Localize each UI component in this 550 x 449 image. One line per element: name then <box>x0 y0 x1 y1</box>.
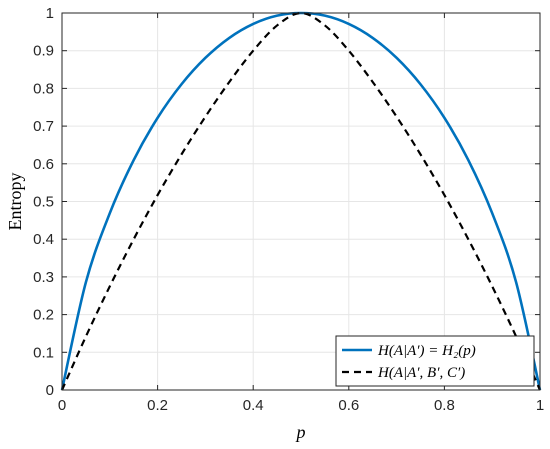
tick-marks <box>61 12 541 391</box>
y-tick-label: 0.5 <box>33 194 54 211</box>
x-tick-label: 0.4 <box>243 397 264 414</box>
y-axis-label: Entropy <box>5 173 25 231</box>
legend-label-0: H(A|A′) = H₂(p) <box>377 343 476 359</box>
x-tick-label: 1 <box>536 397 544 414</box>
legend-label-1: H(A|A′, B′, C′) <box>377 365 465 381</box>
x-tick-label: 0 <box>58 397 66 414</box>
series-line-1 <box>60 11 542 391</box>
x-tick-label: 0.8 <box>434 397 455 414</box>
y-tick-label: 0.6 <box>33 156 54 173</box>
x-axis-label: p <box>295 422 306 442</box>
y-tick-label: 0.1 <box>33 344 54 361</box>
legend: H(A|A′) = H₂(p) H(A|A′, B′, C′) <box>335 335 535 387</box>
y-tick-label: 0.9 <box>33 43 54 60</box>
y-tick-label: 0.4 <box>33 231 54 248</box>
x-tick-label: 0.2 <box>147 397 168 414</box>
y-tick-label: 1 <box>46 5 54 22</box>
y-tick-label: 0.3 <box>33 269 54 286</box>
y-tick-label: 0.8 <box>33 80 54 97</box>
y-tick-label: 0 <box>46 382 54 399</box>
y-tick-label: 0.7 <box>33 118 54 135</box>
tick-labels: 0 0.2 0.4 0.6 0.8 1 0 0.1 0.2 0.3 0.4 0.5 0.6 0.7 0.8 0… <box>33 5 544 414</box>
y-tick-label: 0.2 <box>33 307 54 324</box>
legend-box <box>335 335 535 387</box>
x-tick-label: 0.6 <box>338 397 359 414</box>
